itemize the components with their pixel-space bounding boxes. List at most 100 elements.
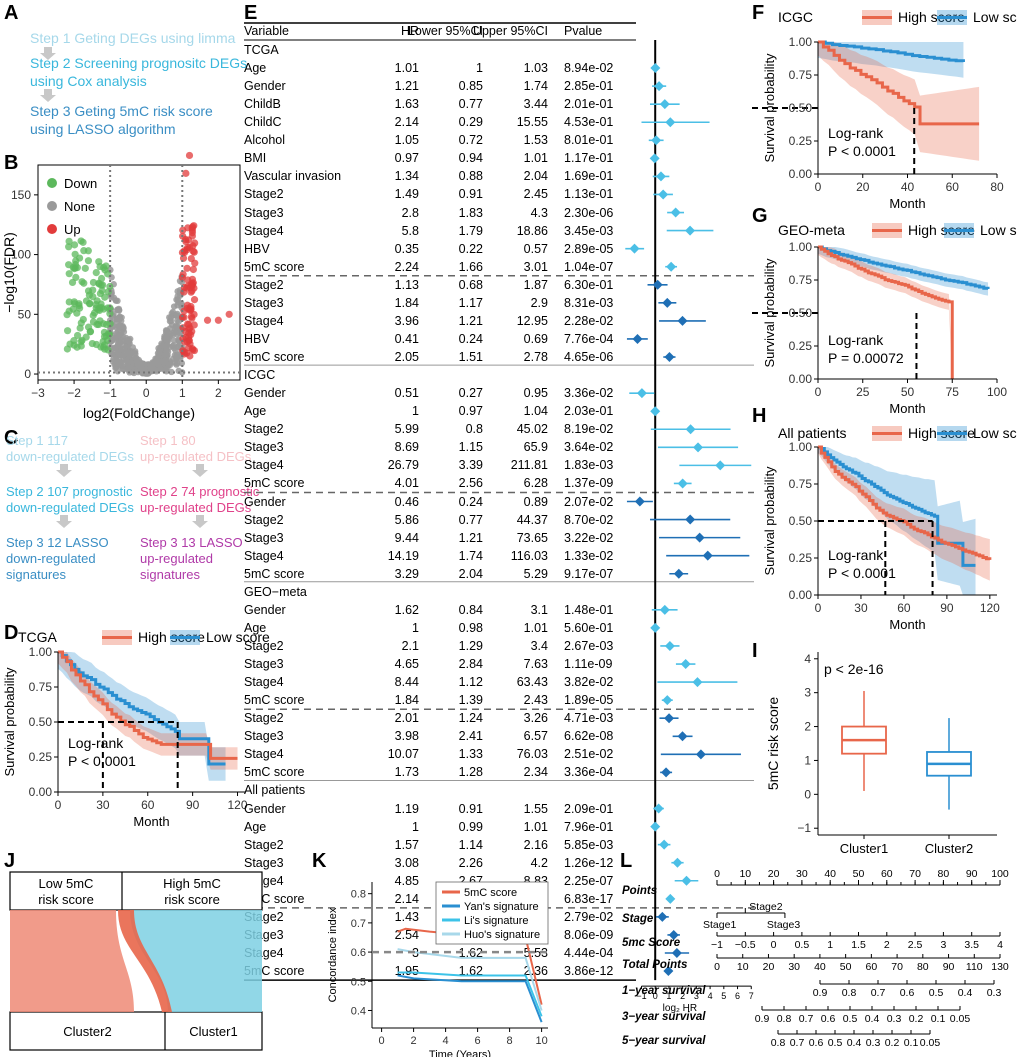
hr-marker-multi xyxy=(694,532,705,543)
hr-marker-uni xyxy=(677,478,688,489)
hr-marker-uni xyxy=(650,821,661,832)
x-tick-label: 10 xyxy=(535,1035,547,1047)
forest-row: 5mC score 1.84 1.39 2.43 1.89e-05 xyxy=(244,691,636,709)
surv5-tick-label: 0.5 xyxy=(828,1037,843,1049)
forest-row: Alcohol 1.05 0.72 1.53 8.01e-01 xyxy=(244,131,636,149)
pvalue-label: P = 0.00072 xyxy=(828,350,904,366)
volcano-point-down xyxy=(90,309,99,317)
cell: 2.79e-02 xyxy=(564,909,614,924)
score-tick-label: 3.5 xyxy=(964,939,979,951)
volcano-point-none xyxy=(114,368,121,375)
volcano-point-up xyxy=(190,296,199,304)
volcano-point-down xyxy=(77,342,85,350)
volcano-point-none xyxy=(153,368,160,375)
y-tick-label: 100 xyxy=(11,248,31,262)
total-points-tick-label: 10 xyxy=(737,961,749,973)
volcano-point-down xyxy=(80,279,88,287)
cell: 8.94e-02 xyxy=(564,61,614,76)
cell: 2.25e-07 xyxy=(564,873,614,888)
x-tick-label: 4 xyxy=(443,1035,449,1047)
y-tick-label: 0.50 xyxy=(789,101,813,115)
surv5-tick-label: 0.1 xyxy=(904,1037,919,1049)
cell: 0.22 xyxy=(458,241,483,256)
volcano-point-none xyxy=(174,288,181,295)
volcano-point-down xyxy=(76,254,84,262)
cell: 2.28e-02 xyxy=(564,313,614,328)
x-tick-label: 40 xyxy=(901,180,915,194)
total-points-tick-label: 60 xyxy=(866,961,878,973)
forest-x-tick-label: 6 xyxy=(735,991,740,1001)
x-tick-label: 0 xyxy=(815,601,822,615)
cell: 1.17 xyxy=(458,295,483,310)
y-tick-label: 1 xyxy=(804,753,811,767)
cell: 1.51 xyxy=(458,350,483,365)
sankey-top-bar xyxy=(9,871,263,911)
hr-marker-uni xyxy=(670,207,681,218)
x-tick-label: 50 xyxy=(901,385,915,399)
cell: Stage3 xyxy=(244,440,284,455)
cell: 8.19e-02 xyxy=(564,422,614,437)
y-tick-label: 0.25 xyxy=(29,750,53,764)
points-tick-label: 70 xyxy=(909,868,921,880)
volcano-point-down xyxy=(82,333,90,341)
hr-marker-uni xyxy=(653,803,664,814)
hr-marker-multi xyxy=(668,929,679,940)
cell: Age xyxy=(244,819,267,834)
stage-label: Stage3 xyxy=(767,919,800,931)
forest-row: 5mC score 4.01 2.56 6.28 1.37e-09 xyxy=(244,474,636,492)
y-tick-label: 0.50 xyxy=(789,514,813,528)
workflow-step-text: Step 1 117 xyxy=(6,433,68,448)
surv5-tick-label: 0.6 xyxy=(809,1037,824,1049)
points-tick-label: 40 xyxy=(824,868,836,880)
forest-row: Stage2 5.99 0.8 45.02 8.19e-02 xyxy=(244,420,636,438)
volcano-point-none xyxy=(175,367,182,375)
volcano-point-up xyxy=(187,254,195,263)
surv1-tick-label: 0.5 xyxy=(929,987,944,999)
volcano-point-none xyxy=(120,366,127,373)
cell: Stage3 xyxy=(244,729,284,744)
cell: 0.98 xyxy=(458,620,483,635)
forest-row-multi: Stage2 2.01 1.24 3.26 4.71e-03 xyxy=(244,709,636,727)
forest-row-multi: Stage4 10.07 1.33 76.03 2.51e-02 xyxy=(244,745,636,763)
volcano-point-none xyxy=(174,301,181,309)
cell: 5mC score xyxy=(244,693,305,708)
cell: 2.07e-02 xyxy=(564,494,614,509)
x-axis-label: log2(FoldChange) xyxy=(83,405,195,421)
cell: 8.44 xyxy=(394,675,419,690)
forest-row-multi: Stage3 1.84 1.17 2.9 8.31e-03 xyxy=(244,294,636,312)
x-tick-label: 60 xyxy=(141,798,155,812)
x-tick-label: −1 xyxy=(103,386,117,400)
cell: 116.03 xyxy=(510,548,548,563)
y-tick-label: 0.75 xyxy=(789,477,813,491)
cell: 0.41 xyxy=(394,331,419,346)
score-tick-label: 4 xyxy=(997,939,1003,951)
hr-marker-multi xyxy=(685,514,696,525)
volcano-point-none xyxy=(137,366,145,373)
km-curve-high xyxy=(818,245,954,379)
x-tick-label: 1 xyxy=(179,386,186,400)
volcano-point-none xyxy=(166,330,173,337)
cell: 1.28 xyxy=(458,765,483,780)
cell: Lower 95%CI xyxy=(407,24,483,38)
hr-marker-multi xyxy=(652,279,663,290)
cell: 3.1 xyxy=(530,602,548,617)
legend-label: 5mC score xyxy=(464,887,517,899)
cell: 0.91 xyxy=(458,187,483,202)
cell: 211.81 xyxy=(510,458,548,473)
nomogram-row-label: 5mc Score xyxy=(622,937,681,949)
panel-label-h: H xyxy=(752,405,767,427)
volcano-point-down xyxy=(77,237,85,245)
volcano-point-down xyxy=(97,300,105,308)
forest-row: ChildC 2.14 0.29 15.55 4.53e-01 xyxy=(244,113,636,131)
cell: 5.86 xyxy=(394,512,419,527)
cell: 3.36e-04 xyxy=(564,765,614,780)
hr-marker-multi xyxy=(661,767,672,778)
score-tick-label: 3 xyxy=(940,939,946,951)
km-curve-low xyxy=(818,445,976,567)
cell: Stage3 xyxy=(244,855,284,870)
stage-label: Stage2 xyxy=(749,901,782,913)
forest-x-tick-label: 0 xyxy=(653,991,658,1001)
surv1-tick-label: 0.4 xyxy=(958,987,973,999)
cell: 1.49 xyxy=(394,187,419,202)
